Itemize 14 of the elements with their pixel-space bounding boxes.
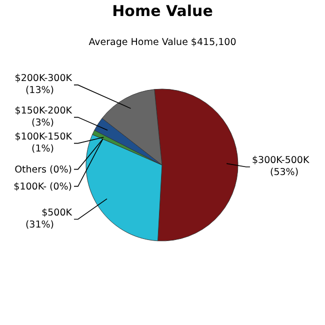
data-label: (1%) (32, 143, 54, 154)
data-label: (3%) (32, 117, 54, 128)
slice-label: $200K-300K (14, 72, 73, 84)
data-label: (13%) (25, 84, 54, 96)
category-label: Others (0%) (14, 164, 72, 176)
slice-label: $150K-200K (14, 105, 73, 116)
chart-subtitle: Average Home Value $415,100 (88, 37, 236, 48)
chart-title: Home Value (112, 2, 213, 20)
slice-label: $500K (42, 207, 73, 218)
slice-label: $100K-150K (14, 131, 73, 142)
category-label: $100K- (0%) (14, 181, 72, 192)
slice-label: $300K-500K (252, 154, 310, 166)
data-label: (31%) (25, 219, 54, 230)
data-label: (53%) (270, 166, 299, 178)
